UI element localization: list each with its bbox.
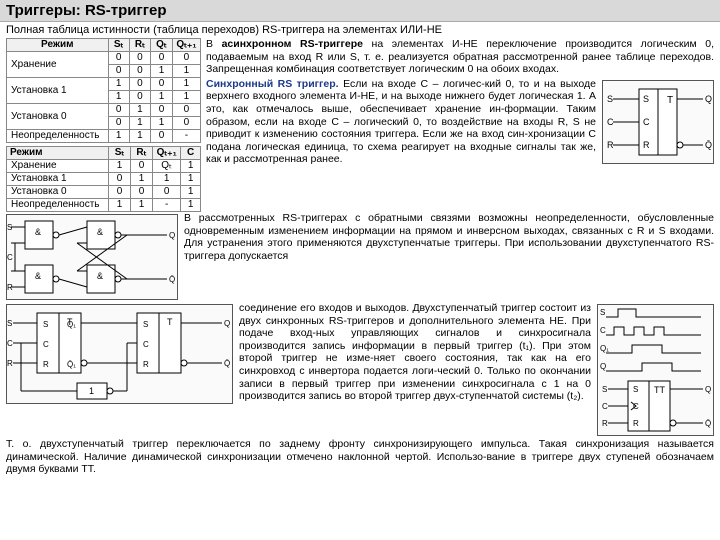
svg-text:C: C [643,117,650,127]
svg-text:R: R [7,283,13,292]
svg-text:S: S [7,319,12,328]
svg-text:C: C [607,117,614,127]
svg-text:Q̄₁: Q̄₁ [67,360,76,369]
svg-text:&: & [97,227,103,237]
svg-text:R: R [7,359,13,368]
svg-text:S: S [143,320,148,329]
svg-text:R: R [607,140,614,150]
svg-text:Q̄: Q̄ [705,419,711,428]
truth-table-2: Режим Sₜ Rₜ Qₜ₊₁ C Хранение10Qₜ1 Установ… [6,146,201,212]
t1-h3: Qₜ [151,39,173,52]
svg-text:R: R [643,140,650,150]
truth-table-1: Режим Sₜ Rₜ Qₜ Qₜ₊₁ Хранение0000 0011 Ус… [6,38,201,143]
t1-h2: Rₜ [129,39,150,52]
svg-text:Q: Q [705,385,711,394]
svg-text:R: R [633,419,639,428]
svg-text:&: & [97,271,103,281]
svg-text:Q: Q [600,362,606,371]
svg-text:S: S [607,94,613,104]
svg-text:&: & [35,227,41,237]
t1-h4: Qₜ₊₁ [172,39,200,52]
page-title: Триггеры: RS-триггер [0,0,720,22]
left-column: Режим Sₜ Rₜ Qₜ Qₜ₊₁ Хранение0000 0011 Ус… [6,38,201,212]
t2-h0: Режим [7,147,109,160]
subtitle: Полная таблица истинности (таблица перех… [0,22,720,38]
svg-text:Q̄: Q̄ [224,359,230,368]
svg-text:R: R [602,419,608,428]
svg-text:Q: Q [705,94,712,104]
svg-text:C: C [143,340,149,349]
svg-text:C: C [7,339,13,348]
two-stage-diagram: T S C R S C R Q₁ Q̄₁ T S C R Q Q̄ 1 [6,304,233,404]
svg-text:Q: Q [224,319,230,328]
svg-text:S: S [600,308,605,317]
svg-text:TT: TT [654,385,665,395]
right-column: В асинхронном RS-триггере на элементах И… [206,38,714,166]
svg-text:R: R [43,360,49,369]
svg-text:Q₁: Q₁ [67,320,76,329]
timing-tt-diagram: S C Q₁ Q TT SS CC RR Q Q̄ [597,304,714,436]
svg-text:R: R [143,360,149,369]
cross-nand-diagram: & & S R C & & Q Q̄ [6,214,178,300]
svg-text:Q̄: Q̄ [169,275,175,284]
svg-text:&: & [35,271,41,281]
svg-text:T: T [667,95,673,106]
svg-text:S: S [602,385,607,394]
svg-text:1: 1 [89,386,94,396]
svg-text:T: T [167,317,173,327]
svg-text:C: C [7,253,13,262]
t1-h0: Режим [7,39,109,52]
t1-h1: Sₜ [108,39,129,52]
svg-text:C: C [600,326,606,335]
svg-text:Q: Q [169,231,175,240]
svg-text:S: S [7,223,12,232]
svg-text:S: S [633,385,638,394]
svg-text:C: C [602,402,608,411]
bottom-paragraph: Т. о. двухступенчатый триггер переключае… [0,438,720,476]
svg-text:S: S [43,320,48,329]
paragraph-1: В асинхронном RS-триггере на элементах И… [206,38,714,76]
svg-text:Q₁: Q₁ [600,344,609,353]
svg-text:S: S [643,94,649,104]
sync-trigger-diagram: T S S C C R R Q Q̄ [602,80,714,164]
svg-text:Q̄: Q̄ [705,140,712,150]
svg-text:C: C [43,340,49,349]
